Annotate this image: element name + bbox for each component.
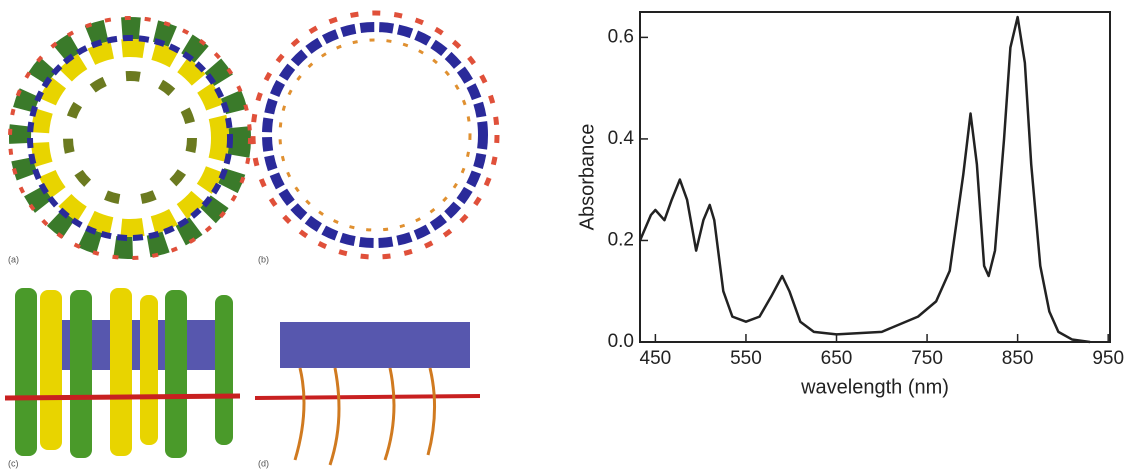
panel-b-image [250, 10, 500, 260]
pigment-ring [27, 35, 233, 241]
panel-c-image [4, 288, 241, 458]
y-tick-label: 0.2 [608, 229, 634, 250]
helix [140, 295, 158, 445]
helix [215, 295, 233, 445]
panel-a-image [8, 16, 252, 260]
helix [110, 288, 132, 456]
y-axis-title: Absorbance [576, 124, 598, 231]
helix-ring [31, 39, 229, 237]
helix [165, 290, 187, 458]
y-tick-label: 0.6 [608, 26, 634, 47]
helix-ring [9, 17, 251, 259]
plot-frame [639, 11, 1111, 343]
pigment-layer [40, 320, 230, 370]
carotenoid-ring [250, 10, 500, 260]
x-tick-label: 650 [821, 348, 853, 369]
panel-label: (d) [258, 458, 269, 468]
carotenoid [254, 394, 481, 400]
y-tick-label: 0.0 [608, 331, 634, 352]
x-axis-title: wavelength (nm) [800, 376, 949, 398]
carotenoid [4, 393, 241, 401]
carotenoid-ring [8, 16, 252, 260]
panel-label: (c) [8, 458, 19, 468]
inner-helix-ring [63, 71, 197, 205]
x-tick-label: 750 [911, 348, 943, 369]
helix [40, 290, 62, 450]
y-tick-label: 0.4 [608, 128, 635, 149]
tail-ring [278, 38, 472, 232]
spectrum-line [638, 15, 1091, 344]
panel-label: (a) [8, 254, 19, 264]
pigment-ring [262, 22, 488, 248]
x-tick-label: 550 [730, 348, 762, 369]
helix [70, 290, 92, 458]
x-tick-label: 850 [1002, 348, 1034, 369]
helix [15, 288, 37, 456]
panel-label: (b) [258, 254, 269, 264]
phytol-tails [293, 367, 436, 466]
pigment-layer [280, 322, 470, 368]
panel-d-image [254, 322, 481, 466]
x-tick-label: 450 [640, 348, 672, 369]
x-tick-label: 950 [1092, 348, 1124, 369]
